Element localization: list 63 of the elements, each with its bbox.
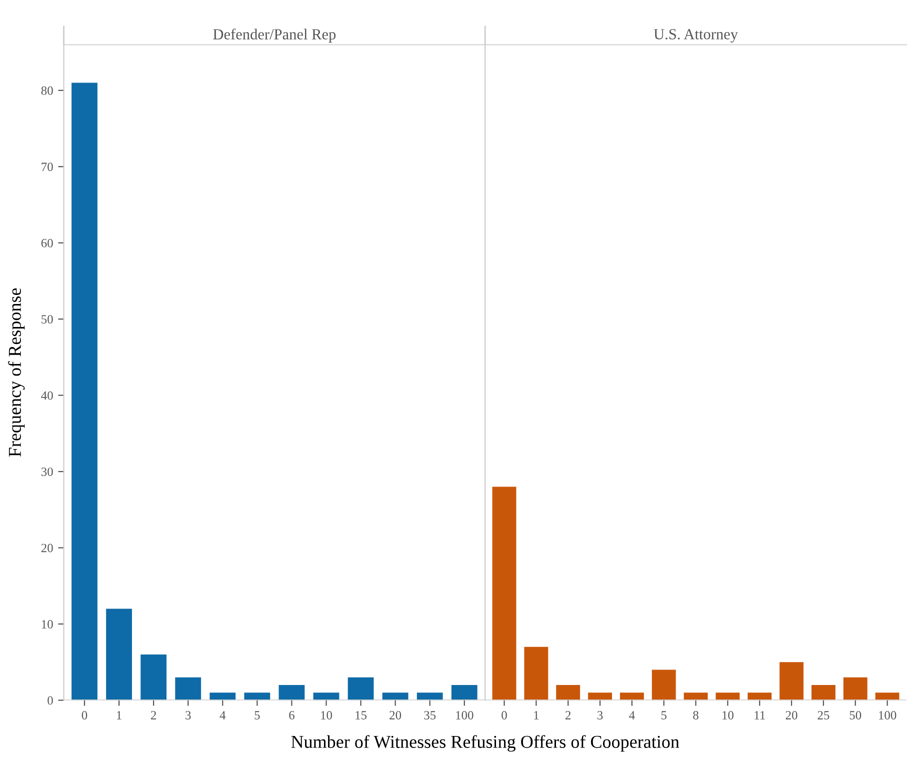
x-tick-label: 8 [693, 711, 698, 720]
y-tick-label: 10 [42, 620, 53, 628]
bar [875, 692, 900, 700]
x-tick-label: 35 [424, 711, 436, 720]
bar [451, 684, 478, 700]
x-tick-label: 100 [456, 711, 474, 720]
x-tick-label: 10 [722, 711, 734, 720]
x-tick-label: 4 [629, 711, 635, 720]
y-tick-label: 30 [41, 468, 53, 476]
x-tick-label: 100 [879, 711, 896, 720]
bar [210, 692, 236, 700]
bar [313, 692, 340, 700]
y-tick-label: 70 [42, 162, 53, 172]
bar [492, 486, 516, 700]
bar [348, 677, 374, 700]
bar [780, 662, 804, 700]
bar [106, 608, 132, 700]
x-tick-label: 20 [390, 711, 402, 720]
bar [811, 684, 836, 700]
x-tick-label: 25 [818, 711, 830, 720]
x-axis-title: Number of Witnesses Refusing Offers of Cooperation [291, 735, 680, 752]
y-tick-label: 0 [48, 696, 53, 705]
chart-title: Defender/Panel Rep [213, 28, 336, 43]
x-tick-label: 5 [661, 711, 666, 720]
bar [556, 684, 580, 700]
x-tick-label: 2 [566, 711, 571, 720]
bar [716, 692, 740, 700]
bar [748, 692, 772, 700]
x-tick-label: 3 [597, 711, 603, 720]
bar [244, 692, 270, 700]
x-tick-label: 20 [786, 711, 798, 720]
x-tick-label: 1 [534, 711, 539, 720]
y-tick-label: 20 [41, 544, 53, 552]
x-tick-label: 11 [754, 711, 765, 720]
bar [843, 677, 868, 700]
bar [620, 692, 644, 700]
x-tick-label: 10 [321, 711, 332, 720]
bar [72, 82, 98, 700]
bar [652, 670, 676, 700]
bar [524, 646, 548, 700]
y-tick-label: 60 [41, 238, 53, 248]
y-tick-label: 40 [41, 391, 53, 400]
y-tick-label: 50 [42, 315, 53, 324]
x-tick-label: 1 [117, 711, 122, 720]
bar [175, 677, 202, 700]
x-tick-label: 5 [254, 711, 260, 720]
x-tick-label: 2 [150, 711, 156, 720]
x-tick-label: 6 [289, 711, 294, 720]
y-axis-title: Frequency of Response [8, 288, 25, 457]
x-tick-label: 4 [220, 711, 226, 720]
x-tick-label: 15 [356, 711, 367, 720]
x-tick-label: 0 [82, 711, 88, 720]
chart-title: U.S. Attorney [654, 29, 738, 43]
bar [416, 692, 443, 700]
bar [684, 692, 708, 700]
bar [588, 692, 612, 700]
bar [278, 684, 305, 700]
x-tick-label: 0 [502, 711, 507, 720]
x-tick-label: 3 [186, 711, 191, 720]
y-tick-label: 80 [41, 86, 53, 95]
bar [382, 692, 408, 700]
x-tick-label: 50 [850, 711, 862, 720]
bar [140, 654, 167, 700]
